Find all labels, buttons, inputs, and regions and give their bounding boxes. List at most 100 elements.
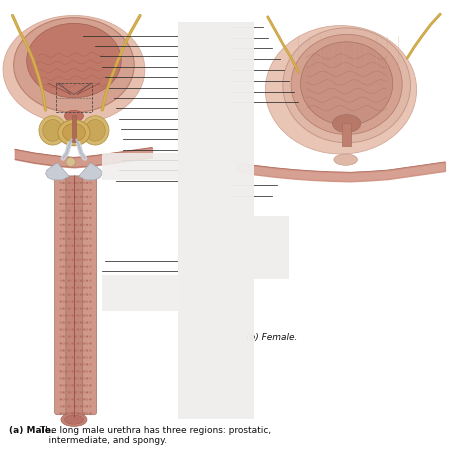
Circle shape	[68, 357, 70, 359]
Circle shape	[83, 301, 85, 303]
Circle shape	[77, 364, 79, 365]
Circle shape	[80, 413, 82, 414]
Circle shape	[80, 253, 82, 254]
Circle shape	[68, 322, 70, 324]
Circle shape	[74, 315, 76, 317]
Ellipse shape	[291, 35, 402, 135]
Circle shape	[74, 280, 76, 282]
Circle shape	[72, 183, 73, 184]
Circle shape	[86, 294, 88, 296]
Circle shape	[74, 357, 76, 359]
Ellipse shape	[58, 120, 90, 147]
Circle shape	[60, 405, 62, 407]
Circle shape	[68, 197, 70, 198]
Circle shape	[90, 231, 91, 233]
Circle shape	[63, 343, 64, 345]
Circle shape	[90, 371, 91, 373]
Circle shape	[80, 273, 82, 275]
Circle shape	[60, 385, 62, 387]
Circle shape	[77, 329, 79, 331]
Circle shape	[72, 231, 73, 233]
Circle shape	[68, 405, 70, 407]
Circle shape	[83, 225, 85, 226]
Circle shape	[80, 308, 82, 310]
Circle shape	[63, 336, 64, 338]
Circle shape	[60, 203, 62, 205]
Circle shape	[63, 231, 64, 233]
Circle shape	[74, 350, 76, 351]
Circle shape	[86, 203, 88, 205]
Circle shape	[80, 217, 82, 219]
Circle shape	[65, 294, 67, 296]
Circle shape	[90, 211, 91, 212]
Circle shape	[60, 364, 62, 365]
Circle shape	[63, 197, 64, 198]
Circle shape	[74, 399, 76, 400]
Circle shape	[83, 343, 85, 345]
Circle shape	[90, 308, 91, 310]
Circle shape	[86, 245, 88, 247]
Circle shape	[65, 357, 67, 359]
Circle shape	[80, 245, 82, 247]
Circle shape	[77, 203, 79, 205]
Circle shape	[68, 315, 70, 317]
Circle shape	[86, 189, 88, 191]
Circle shape	[83, 211, 85, 212]
Circle shape	[86, 322, 88, 324]
Circle shape	[86, 350, 88, 351]
Circle shape	[80, 336, 82, 338]
Circle shape	[63, 315, 64, 317]
Circle shape	[77, 392, 79, 393]
Circle shape	[86, 315, 88, 317]
Circle shape	[74, 245, 76, 247]
Circle shape	[90, 336, 91, 338]
Circle shape	[72, 315, 73, 317]
Circle shape	[77, 378, 79, 379]
Circle shape	[83, 239, 85, 240]
Circle shape	[83, 413, 85, 414]
Circle shape	[68, 189, 70, 191]
Circle shape	[74, 287, 76, 289]
Circle shape	[60, 357, 62, 359]
Circle shape	[60, 231, 62, 233]
Circle shape	[74, 385, 76, 387]
Circle shape	[63, 399, 64, 400]
Circle shape	[60, 280, 62, 282]
Circle shape	[63, 405, 64, 407]
Circle shape	[63, 413, 64, 414]
Ellipse shape	[27, 24, 121, 98]
Bar	[178, 23, 254, 419]
Circle shape	[68, 217, 70, 219]
Circle shape	[83, 197, 85, 198]
Circle shape	[60, 266, 62, 268]
Circle shape	[83, 399, 85, 400]
Bar	[232, 216, 289, 280]
Circle shape	[63, 364, 64, 365]
Circle shape	[63, 239, 64, 240]
Circle shape	[65, 211, 67, 212]
Circle shape	[80, 259, 82, 261]
Circle shape	[83, 217, 85, 219]
Circle shape	[86, 364, 88, 365]
Circle shape	[74, 308, 76, 310]
Circle shape	[72, 385, 73, 387]
Circle shape	[83, 371, 85, 373]
Circle shape	[65, 239, 67, 240]
Circle shape	[90, 413, 91, 414]
Circle shape	[90, 259, 91, 261]
Circle shape	[90, 197, 91, 198]
Circle shape	[60, 259, 62, 261]
Circle shape	[65, 308, 67, 310]
Circle shape	[68, 231, 70, 233]
Circle shape	[65, 350, 67, 351]
Circle shape	[80, 405, 82, 407]
Circle shape	[68, 301, 70, 303]
Circle shape	[86, 266, 88, 268]
Ellipse shape	[64, 111, 83, 122]
Circle shape	[80, 343, 82, 345]
Circle shape	[68, 294, 70, 296]
Circle shape	[60, 399, 62, 400]
Circle shape	[80, 378, 82, 379]
Circle shape	[68, 385, 70, 387]
Circle shape	[68, 371, 70, 373]
